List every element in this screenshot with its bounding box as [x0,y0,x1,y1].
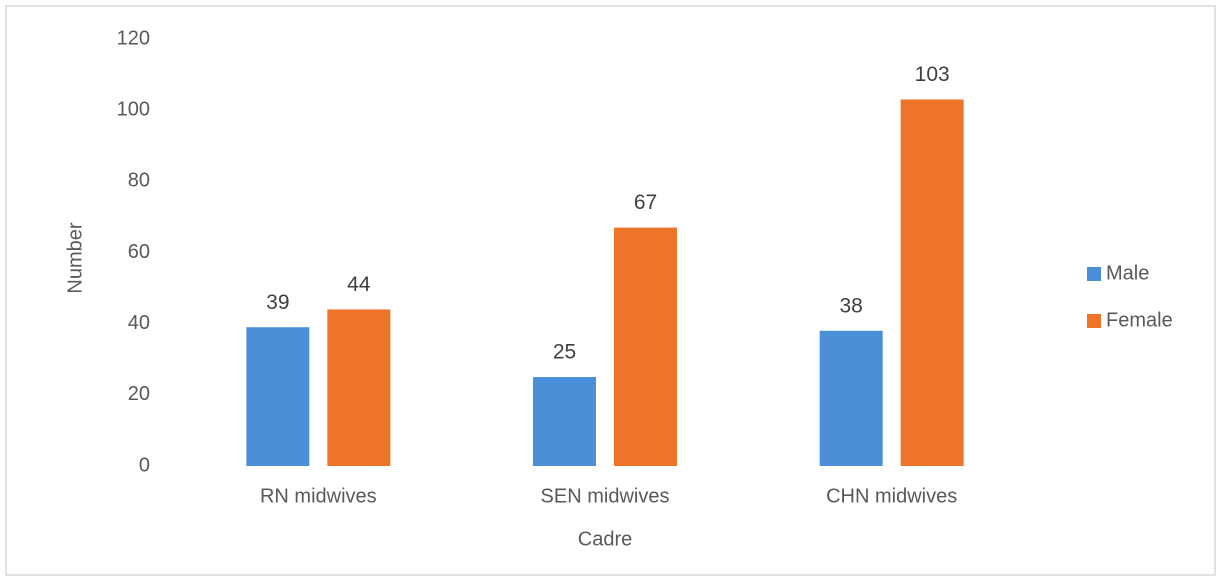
bar [819,330,883,466]
x-tick-label: RN midwives [260,485,377,507]
chart-border [5,5,1216,576]
legend-swatch [1087,314,1101,328]
legend-swatch [1087,267,1101,281]
y-tick-label: 20 [128,383,150,405]
legend-label: Female [1106,309,1173,331]
y-tick-label: 40 [128,312,150,334]
bar [533,377,596,466]
legend-label: Male [1106,262,1149,284]
bar [246,327,310,466]
bar [614,227,677,466]
y-tick-label: 100 [117,98,150,120]
value-label: 38 [839,294,862,317]
x-tick-label: CHN midwives [826,485,957,507]
y-tick-label: 0 [139,454,150,476]
value-label: 103 [915,63,950,86]
value-label: 67 [634,191,657,214]
value-label: 39 [266,291,289,314]
bar [327,309,391,466]
bar [900,99,964,466]
x-tick-label: SEN midwives [541,485,670,507]
y-axis-label: Number [64,222,86,293]
y-tick-label: 60 [128,241,150,263]
y-tick-label: 120 [117,27,150,49]
value-label: 44 [347,273,371,296]
value-label: 25 [553,341,576,364]
x-axis-label: Cadre [578,528,632,550]
y-tick-label: 80 [128,170,150,192]
